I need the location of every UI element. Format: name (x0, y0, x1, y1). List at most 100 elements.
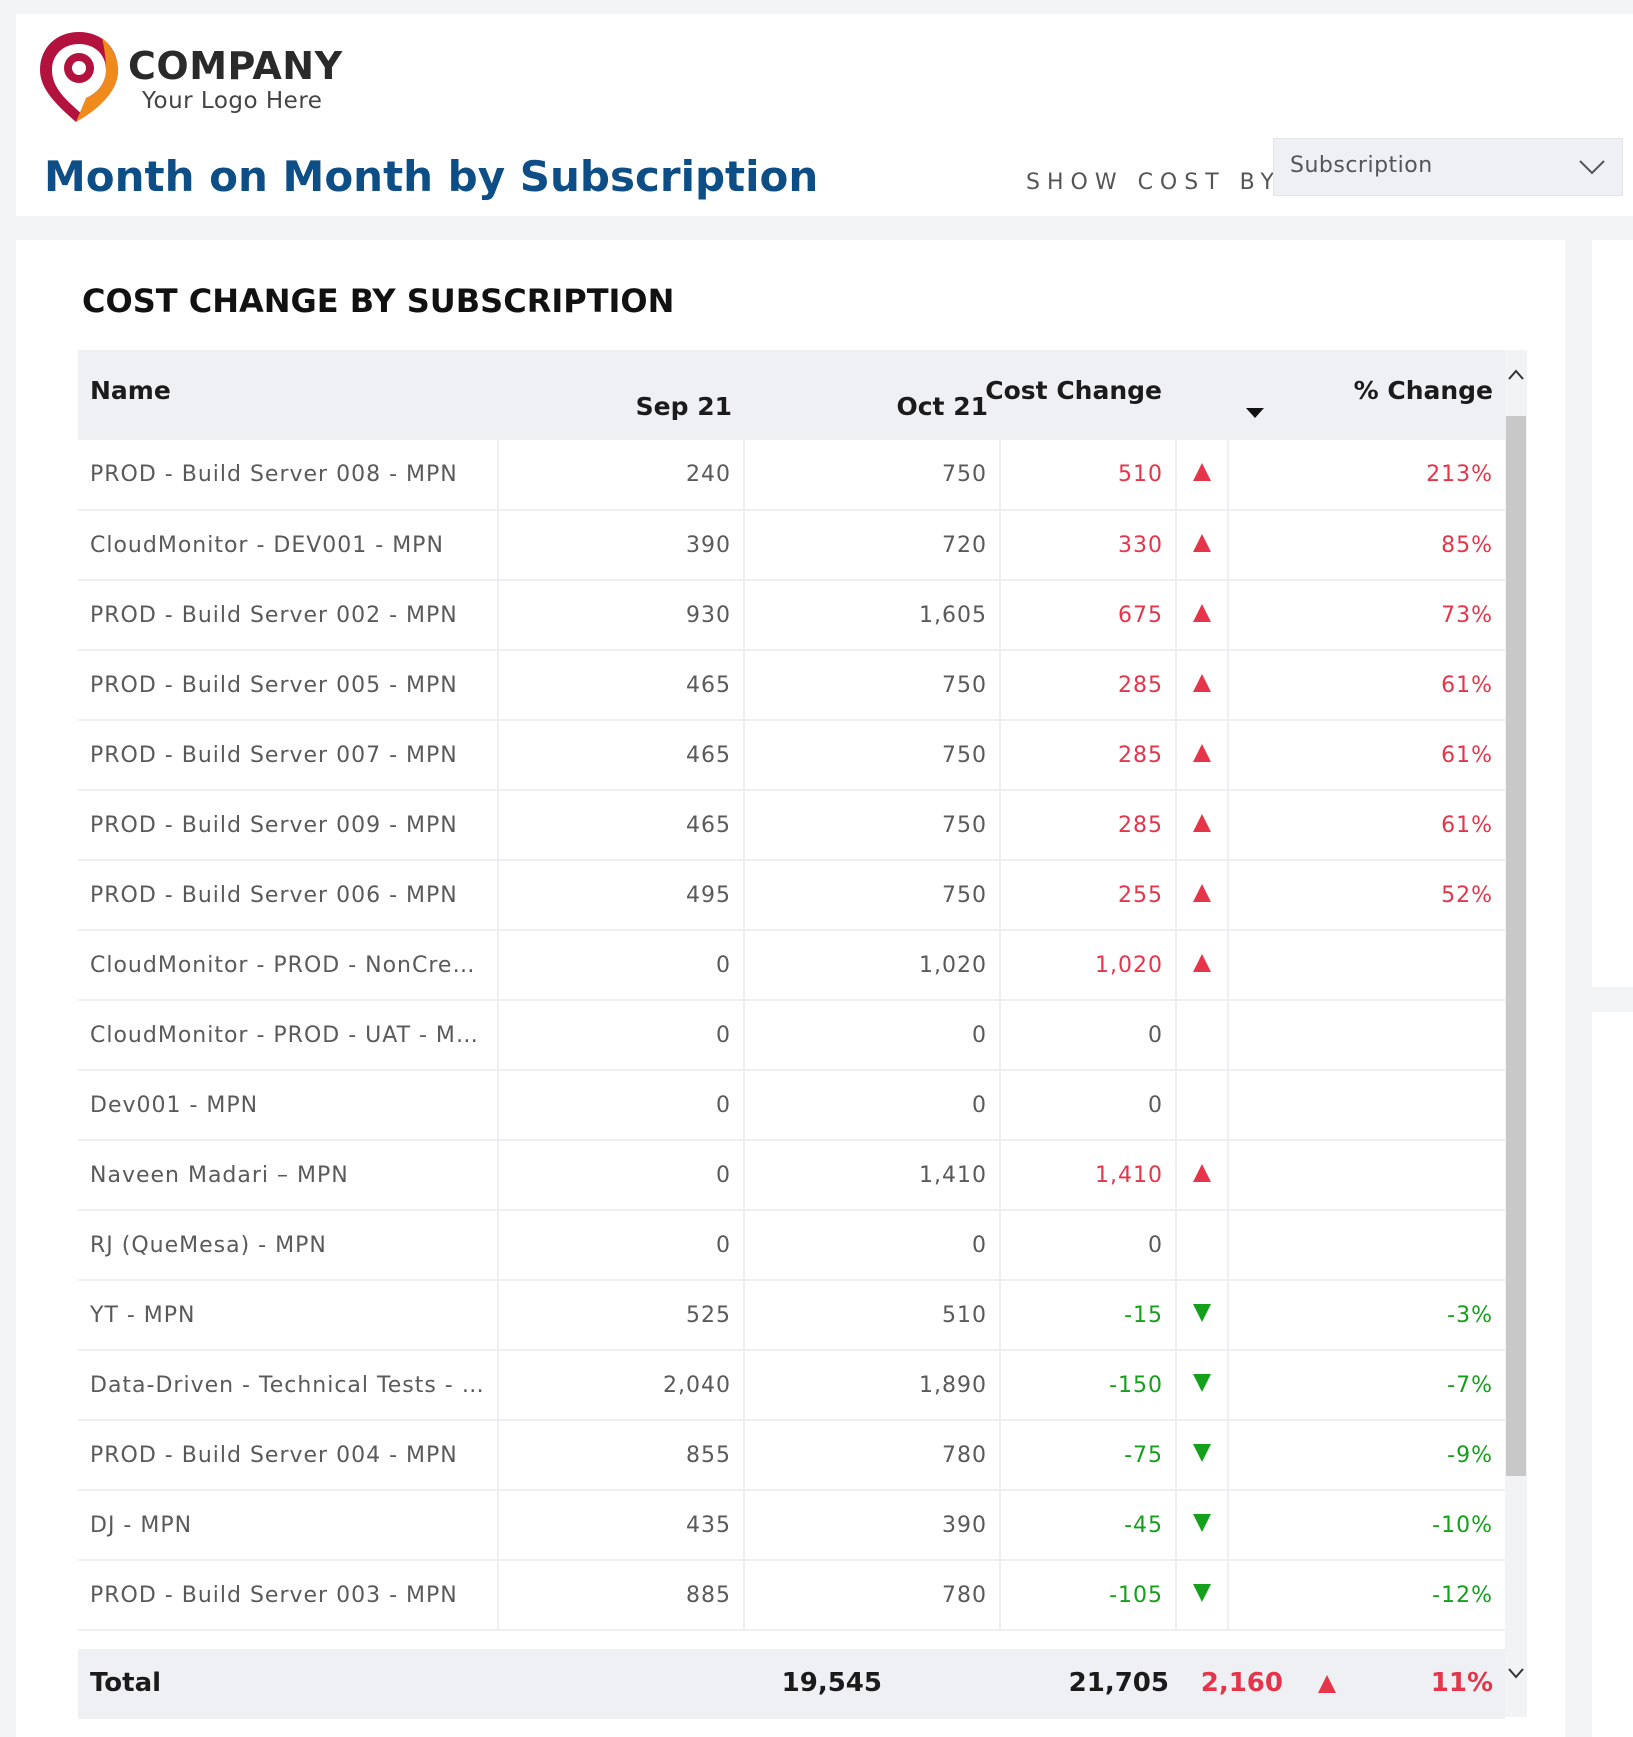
cell-cost-change: 285 (1000, 790, 1177, 861)
cell-sep: 465 (498, 720, 745, 791)
cell-cost-change: 330 (1000, 510, 1177, 581)
cell-trend (1176, 930, 1230, 1001)
total-sep: 19,545 (781, 1668, 882, 1698)
table-row[interactable]: PROD - Build Server 009 - MPN 465 750 285 61… (78, 790, 1505, 861)
cell-sep: 390 (498, 510, 745, 581)
cell-cost-change: 675 (1000, 580, 1177, 651)
cell-sep: 0 (498, 1210, 745, 1281)
column-header-cost-change[interactable]: Cost Change (985, 350, 1229, 440)
cell-oct: 1,605 (744, 580, 1001, 651)
table-row[interactable]: PROD - Build Server 007 - MPN 465 750 285 61… (78, 720, 1505, 791)
trend-down-icon (1193, 1373, 1211, 1392)
pct-change-label: % Change (1353, 376, 1494, 405)
column-header-name[interactable]: Name (78, 350, 498, 440)
cell-cost-change: -75 (1000, 1420, 1177, 1491)
cell-oct: 0 (744, 1000, 1001, 1071)
scrollbar-thumb[interactable] (1506, 416, 1526, 1476)
cell-oct: 1,890 (744, 1350, 1001, 1421)
table-row[interactable]: PROD - Build Server 004 - MPN 855 780 -75 -9… (78, 1420, 1505, 1491)
table-header-row: Name Sep 21 Oct 21 Cost Change % Change (78, 350, 1505, 440)
scroll-up-icon[interactable] (1507, 368, 1525, 382)
cell-oct: 1,410 (744, 1140, 1001, 1211)
cell-oct: 780 (744, 1420, 1001, 1491)
cell-sep: 930 (498, 580, 745, 651)
trend-up-icon (1193, 603, 1211, 622)
cell-pct-change: 73% (1228, 580, 1505, 651)
total-oct: 21,705 (1068, 1668, 1169, 1698)
cell-pct-change: 85% (1228, 510, 1505, 581)
cell-name: YT - MPN (78, 1280, 499, 1351)
side-panel-top (1592, 240, 1633, 987)
cell-pct-change: 52% (1228, 860, 1505, 931)
table-row[interactable]: Naveen Madari – MPN 0 1,410 1,410 (78, 1140, 1505, 1211)
cell-oct: 390 (744, 1490, 1001, 1561)
cell-oct: 720 (744, 510, 1001, 581)
cell-pct-change: -9% (1228, 1420, 1505, 1491)
column-header-oct[interactable]: Oct 21 (744, 350, 1000, 440)
table-row[interactable]: PROD - Build Server 003 - MPN 885 780 -105-… (78, 1560, 1505, 1631)
table-row[interactable]: DJ - MPN 435 390 -45 -10% (78, 1490, 1505, 1561)
table-row[interactable]: Data-Driven - Technical Tests - 001 2,040… (78, 1350, 1505, 1421)
cell-name: RJ (QueMesa) - MPN (78, 1210, 499, 1281)
cell-name: PROD - Build Server 004 - MPN (78, 1420, 499, 1491)
cell-trend (1176, 1140, 1230, 1211)
cell-oct: 780 (744, 1560, 1001, 1631)
column-header-pct-change[interactable]: % Change (1228, 350, 1505, 440)
cell-oct: 750 (744, 650, 1001, 721)
cell-trend (1176, 1000, 1230, 1071)
table-row[interactable]: CloudMonitor - DEV001 - MPN 390 720 330 85% (78, 510, 1505, 581)
table-row[interactable]: Dev001 - MPN 0 0 0 (78, 1070, 1505, 1141)
cell-name: CloudMonitor - PROD - NonCredits - M... (78, 930, 499, 1001)
cell-trend (1176, 580, 1230, 651)
cell-pct-change: -3% (1228, 1280, 1505, 1351)
cell-pct-change (1228, 1070, 1505, 1141)
dropdown-selected-value: Subscription (1290, 153, 1433, 178)
cell-oct: 750 (744, 860, 1001, 931)
cell-cost-change: 285 (1000, 650, 1177, 721)
table-row[interactable]: CloudMonitor - PROD - NonCredits - M...0… (78, 930, 1505, 1001)
cost-table-container: Name Sep 21 Oct 21 Cost Change % Change … (78, 350, 1505, 1717)
cell-name: PROD - Build Server 007 - MPN (78, 720, 499, 791)
table-row[interactable]: PROD - Build Server 005 - MPN 465 750 285 61… (78, 650, 1505, 721)
cell-cost-change: -45 (1000, 1490, 1177, 1561)
cell-cost-change: 0 (1000, 1000, 1177, 1071)
vertical-scrollbar[interactable] (1505, 350, 1527, 1717)
table-row[interactable]: YT - MPN 525 510 -15 -3% (78, 1280, 1505, 1351)
cell-pct-change: 61% (1228, 650, 1505, 721)
trend-up-icon (1193, 463, 1211, 481)
cell-name: PROD - Build Server 003 - MPN (78, 1560, 499, 1631)
cost-change-label: Cost Change (985, 376, 1163, 405)
total-cost-change: 2,160 (1200, 1668, 1283, 1698)
scroll-down-icon[interactable] (1507, 1666, 1525, 1680)
table-row[interactable]: PROD - Build Server 008 - MPN 240 750 510 21… (78, 440, 1505, 511)
cell-trend (1176, 790, 1230, 861)
table-row[interactable]: PROD - Build Server 002 - MPN 930 1,605 675… (78, 580, 1505, 651)
cell-name: DJ - MPN (78, 1490, 499, 1561)
cell-trend (1176, 1490, 1230, 1561)
cell-oct: 510 (744, 1280, 1001, 1351)
table-row[interactable]: PROD - Build Server 006 - MPN 495 750 255 52… (78, 860, 1505, 931)
total-pct-change: 11% (1430, 1668, 1493, 1698)
cell-pct-change (1228, 1000, 1505, 1071)
show-cost-by-dropdown[interactable]: Subscription (1273, 138, 1623, 196)
cell-trend (1176, 1560, 1230, 1631)
table-row[interactable]: RJ (QueMesa) - MPN 0 0 0 (78, 1210, 1505, 1281)
trend-up-icon (1193, 673, 1211, 692)
company-logo-icon (40, 32, 118, 122)
column-header-sep[interactable]: Sep 21 (498, 350, 744, 440)
table-row[interactable]: CloudMonitor - PROD - UAT - MPN 0 0 0 (78, 1000, 1505, 1071)
cell-sep: 0 (498, 1070, 745, 1141)
cell-pct-change: 61% (1228, 790, 1505, 861)
cell-trend (1176, 440, 1230, 511)
cell-trend (1176, 510, 1230, 581)
cell-sep: 855 (498, 1420, 745, 1491)
cell-trend (1176, 1350, 1230, 1421)
cell-name: Data-Driven - Technical Tests - 001 (78, 1350, 499, 1421)
chevron-down-icon (1579, 160, 1605, 175)
cell-cost-change: 1,410 (1000, 1140, 1177, 1211)
cell-sep: 525 (498, 1280, 745, 1351)
cell-name: PROD - Build Server 008 - MPN (78, 440, 499, 511)
cell-trend (1176, 860, 1230, 931)
cell-sep: 0 (498, 930, 745, 1001)
cell-oct: 750 (744, 790, 1001, 861)
